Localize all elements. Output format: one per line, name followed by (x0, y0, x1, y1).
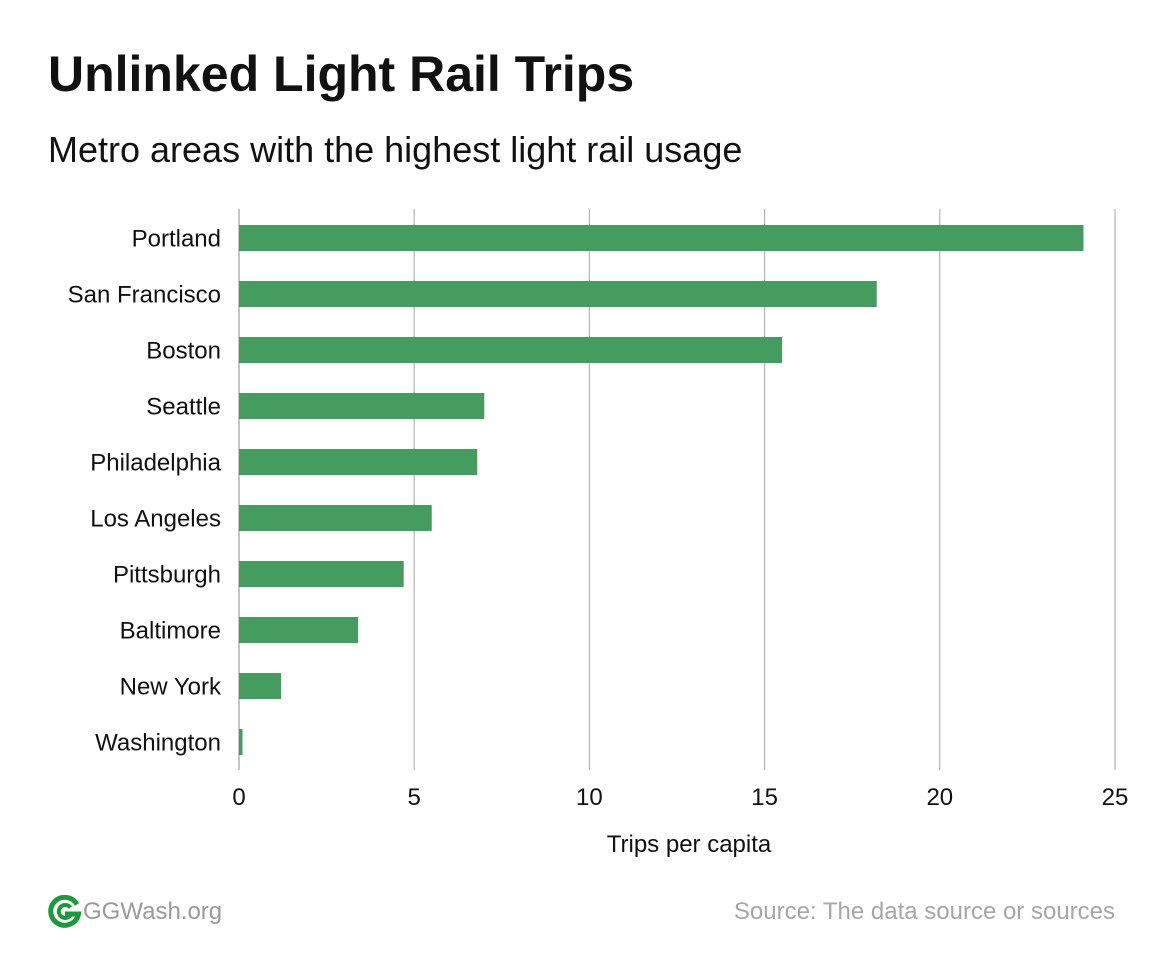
ggwash-logo-icon (48, 895, 82, 928)
brand-block: GGWash.org (48, 892, 222, 932)
category-label: Los Angeles (90, 506, 221, 533)
chart-subtitle: Metro areas with the highest light rail … (48, 129, 743, 170)
x-tick-label: 15 (751, 784, 778, 811)
x-tick-label: 0 (232, 784, 245, 811)
category-label: Philadelphia (90, 450, 221, 477)
bar (239, 393, 485, 419)
bar (239, 281, 877, 307)
category-label: Pittsburgh (113, 562, 221, 589)
x-tick-label: 20 (926, 784, 953, 811)
bar (239, 673, 282, 699)
category-label: Boston (146, 338, 221, 365)
bars (239, 225, 1084, 755)
category-labels: Portland San Francisco Boston Seattle Philad… (68, 226, 222, 757)
x-axis-label: Trips per capita (607, 831, 772, 858)
x-tick-labels: 0 5 10 15 20 25 (232, 784, 1128, 811)
bar (239, 617, 359, 643)
category-label: Washington (95, 730, 221, 757)
bar (239, 225, 1084, 251)
category-label: New York (120, 674, 222, 701)
x-tick-label: 10 (576, 784, 603, 811)
category-label: Seattle (146, 394, 221, 421)
chart-title: Unlinked Light Rail Trips (48, 46, 635, 102)
source-note: Source: The data source or sources (733, 898, 1115, 925)
bar (239, 729, 243, 755)
category-label: Portland (132, 226, 221, 253)
brand-name: GGWash.org (83, 898, 223, 925)
bar (239, 337, 783, 363)
category-label: Baltimore (120, 618, 221, 645)
x-tick-label: 5 (408, 784, 421, 811)
bar (239, 449, 478, 475)
x-tick-label: 25 (1102, 784, 1129, 811)
category-label: San Francisco (68, 282, 221, 309)
bar (239, 505, 432, 531)
bar (239, 561, 404, 587)
